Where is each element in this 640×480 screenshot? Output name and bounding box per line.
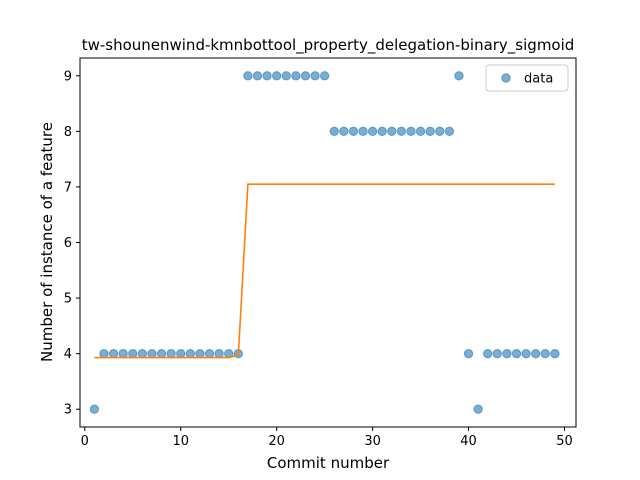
data-point xyxy=(484,349,492,357)
data-point xyxy=(129,349,137,357)
data-point xyxy=(359,127,367,135)
data-point xyxy=(551,349,559,357)
data-point xyxy=(493,349,501,357)
data-point xyxy=(215,349,223,357)
data-point xyxy=(292,72,300,80)
data-point xyxy=(416,127,424,135)
data-point xyxy=(436,127,444,135)
y-tick-label: 3 xyxy=(64,403,72,418)
data-point xyxy=(272,72,280,80)
data-point xyxy=(196,349,204,357)
y-tick-label: 9 xyxy=(64,69,72,84)
data-point xyxy=(340,127,348,135)
y-tick-label: 7 xyxy=(64,180,72,195)
data-point xyxy=(532,349,540,357)
y-tick-label: 5 xyxy=(64,292,72,307)
legend-marker xyxy=(502,74,510,82)
data-point xyxy=(186,349,194,357)
x-tick-label: 10 xyxy=(172,434,189,449)
y-tick-label: 6 xyxy=(64,236,72,251)
data-point xyxy=(253,72,261,80)
y-tick-label: 4 xyxy=(64,347,72,362)
data-point xyxy=(148,349,156,357)
chart-title: tw-shounenwind-kmnbottool_property_deleg… xyxy=(82,36,575,55)
data-point xyxy=(301,72,309,80)
legend: data xyxy=(486,65,568,91)
data-point xyxy=(349,127,357,135)
x-tick-label: 20 xyxy=(268,434,285,449)
data-point xyxy=(388,127,396,135)
data-point xyxy=(177,349,185,357)
x-axis-label: Commit number xyxy=(267,454,390,472)
data-point xyxy=(474,405,482,413)
data-point xyxy=(426,127,434,135)
data-point xyxy=(282,72,290,80)
data-point xyxy=(157,349,165,357)
data-point xyxy=(311,72,319,80)
data-point xyxy=(100,349,108,357)
data-point xyxy=(397,127,405,135)
data-point xyxy=(445,127,453,135)
plot-area xyxy=(90,72,559,414)
data-point xyxy=(167,349,175,357)
data-point xyxy=(522,349,530,357)
x-tick-label: 40 xyxy=(460,434,477,449)
data-point xyxy=(138,349,146,357)
x-tick-label: 0 xyxy=(81,434,89,449)
data-point xyxy=(407,127,415,135)
axes: 0 10 20 30 40 50 3 4 5 6 7 8 9 xyxy=(64,58,576,449)
data-point xyxy=(205,349,213,357)
data-point xyxy=(464,349,472,357)
data-point xyxy=(263,72,271,80)
data-point xyxy=(541,349,549,357)
data-point xyxy=(119,349,127,357)
data-point xyxy=(455,72,463,80)
data-point xyxy=(330,127,338,135)
data-point xyxy=(90,405,98,413)
data-point xyxy=(244,72,252,80)
data-point xyxy=(109,349,117,357)
data-point xyxy=(512,349,520,357)
data-point xyxy=(320,72,328,80)
x-tick-label: 50 xyxy=(556,434,573,449)
fit-line xyxy=(94,184,555,357)
x-tick-label: 30 xyxy=(364,434,381,449)
legend-label: data xyxy=(524,72,553,87)
axes-frame xyxy=(80,58,576,427)
data-point xyxy=(378,127,386,135)
data-point xyxy=(368,127,376,135)
y-tick-label: 8 xyxy=(64,125,72,140)
y-axis-label: Number of instance of a feature xyxy=(38,122,56,362)
data-point xyxy=(503,349,511,357)
